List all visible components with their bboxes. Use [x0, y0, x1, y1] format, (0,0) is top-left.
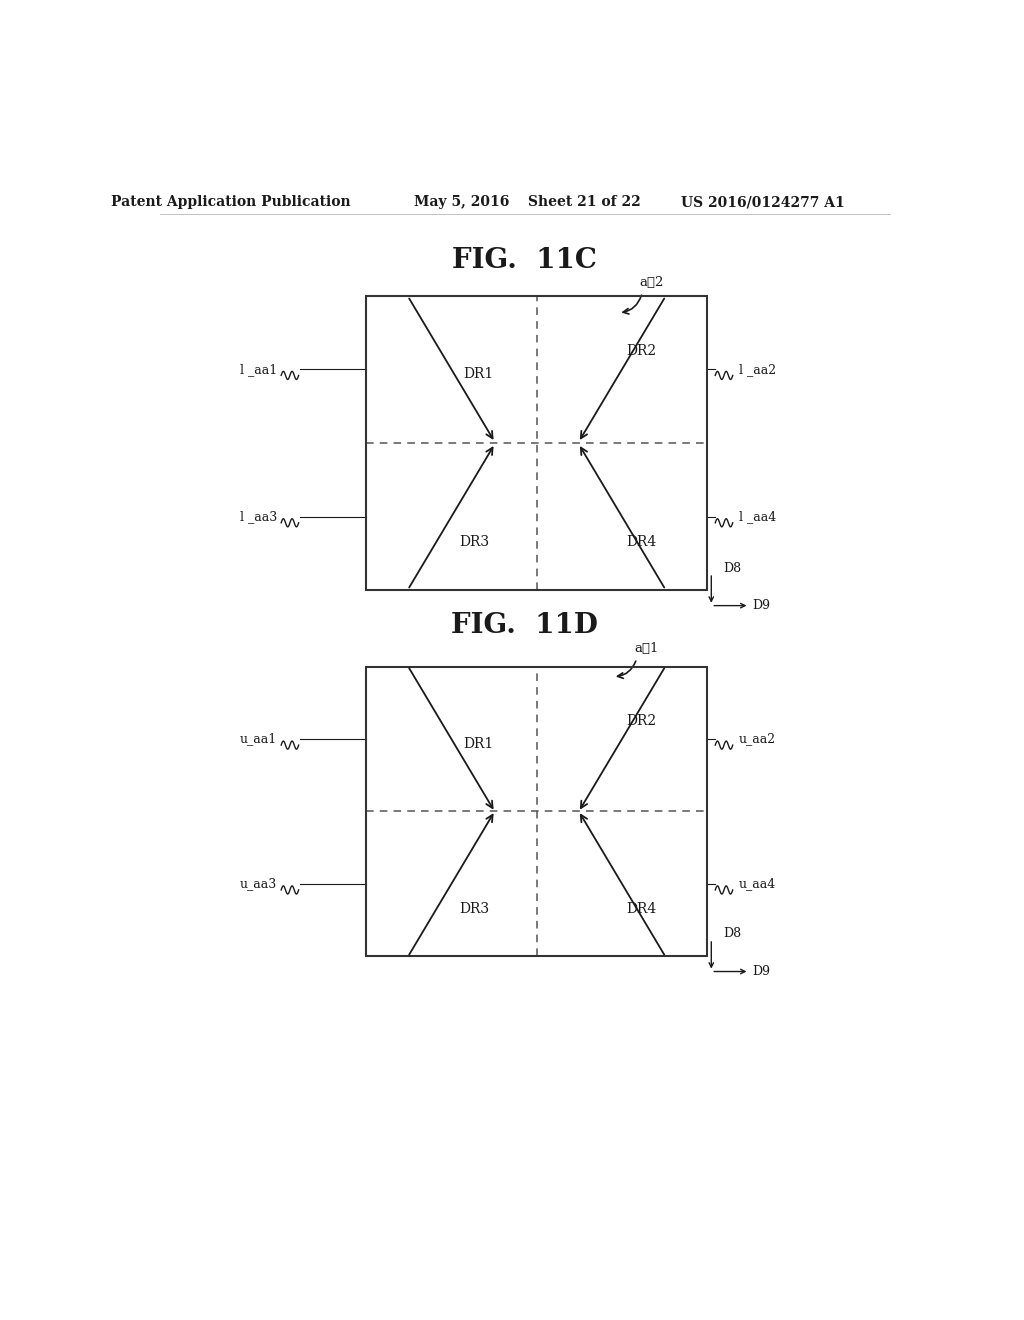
Text: FIG.  11D: FIG. 11D [452, 612, 598, 639]
Text: FIG.  11C: FIG. 11C [453, 247, 597, 273]
Text: DR3: DR3 [460, 903, 489, 916]
Text: May 5, 2016: May 5, 2016 [414, 195, 509, 209]
Text: DR4: DR4 [626, 903, 656, 916]
Text: D9: D9 [753, 599, 771, 612]
Text: l _aa1: l _aa1 [240, 363, 278, 376]
Bar [367, 667, 708, 956]
Text: u_aa1: u_aa1 [240, 733, 278, 746]
Text: DR2: DR2 [626, 345, 656, 358]
Text: Sheet 21 of 22: Sheet 21 of 22 [528, 195, 641, 209]
Text: DR1: DR1 [463, 367, 494, 381]
Text: D8: D8 [723, 928, 741, 940]
Text: D9: D9 [753, 965, 771, 978]
Text: u_aa3: u_aa3 [240, 878, 278, 891]
Text: Patent Application Publication: Patent Application Publication [112, 195, 351, 209]
Text: DR4: DR4 [626, 535, 656, 549]
Text: DR2: DR2 [626, 714, 656, 727]
Text: u_aa4: u_aa4 [739, 878, 776, 891]
Text: aℓ2: aℓ2 [640, 276, 665, 289]
Bar [367, 296, 708, 590]
Text: aℓ1: aℓ1 [634, 642, 658, 655]
Text: D8: D8 [723, 561, 741, 574]
Text: l _aa2: l _aa2 [739, 363, 776, 376]
Text: DR1: DR1 [463, 737, 494, 751]
Text: l _aa4: l _aa4 [739, 511, 776, 523]
Text: l _aa3: l _aa3 [240, 511, 278, 523]
Text: US 2016/0124277 A1: US 2016/0124277 A1 [681, 195, 845, 209]
Text: u_aa2: u_aa2 [739, 733, 776, 746]
Text: DR3: DR3 [460, 535, 489, 549]
